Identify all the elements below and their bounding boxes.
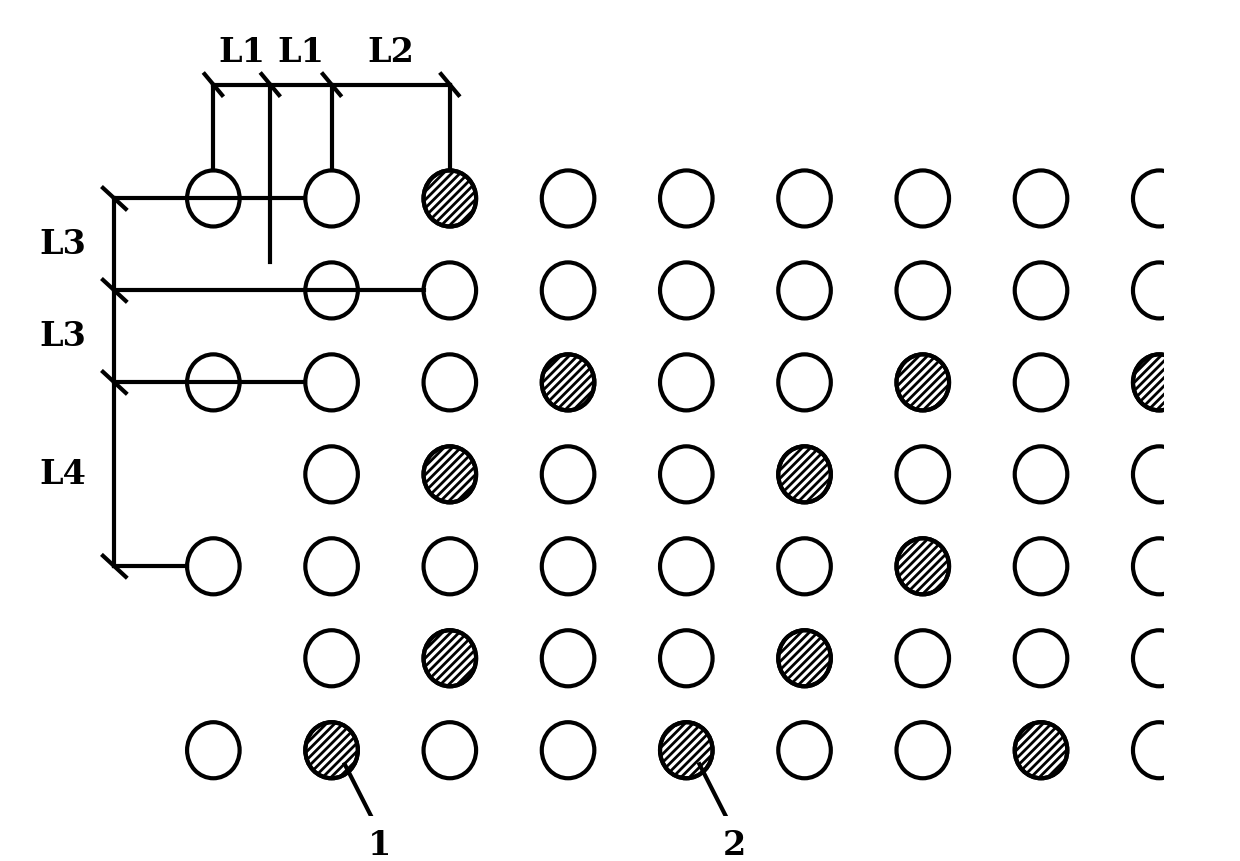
Ellipse shape <box>1133 446 1185 502</box>
Ellipse shape <box>187 355 239 411</box>
Ellipse shape <box>779 170 831 226</box>
Ellipse shape <box>424 630 476 686</box>
Ellipse shape <box>542 722 594 778</box>
Ellipse shape <box>1014 355 1068 411</box>
Ellipse shape <box>1133 170 1185 226</box>
Ellipse shape <box>542 538 594 594</box>
Ellipse shape <box>305 170 358 226</box>
Ellipse shape <box>660 263 713 319</box>
Ellipse shape <box>897 630 949 686</box>
Ellipse shape <box>779 630 831 686</box>
Ellipse shape <box>1133 722 1185 778</box>
Ellipse shape <box>305 538 358 594</box>
Ellipse shape <box>779 355 831 411</box>
Ellipse shape <box>897 722 949 778</box>
Ellipse shape <box>542 263 594 319</box>
Text: L3: L3 <box>40 228 87 261</box>
Ellipse shape <box>779 263 831 319</box>
Ellipse shape <box>305 446 358 502</box>
Ellipse shape <box>542 355 594 411</box>
Text: L2: L2 <box>367 36 414 69</box>
Text: L1: L1 <box>278 36 325 69</box>
Text: L3: L3 <box>40 320 87 353</box>
Ellipse shape <box>897 538 949 594</box>
Ellipse shape <box>305 630 358 686</box>
Ellipse shape <box>779 446 831 502</box>
Ellipse shape <box>660 722 713 778</box>
Text: 2: 2 <box>723 829 746 861</box>
Ellipse shape <box>897 170 949 226</box>
Ellipse shape <box>1014 630 1068 686</box>
Ellipse shape <box>424 355 476 411</box>
Ellipse shape <box>424 263 476 319</box>
Ellipse shape <box>779 722 831 778</box>
Ellipse shape <box>542 446 594 502</box>
Ellipse shape <box>660 630 713 686</box>
Ellipse shape <box>305 263 358 319</box>
Text: 1: 1 <box>368 829 392 861</box>
Ellipse shape <box>542 630 594 686</box>
Ellipse shape <box>1133 263 1185 319</box>
Ellipse shape <box>779 538 831 594</box>
Ellipse shape <box>1014 446 1068 502</box>
Ellipse shape <box>660 355 713 411</box>
Ellipse shape <box>660 446 713 502</box>
Ellipse shape <box>660 538 713 594</box>
Ellipse shape <box>1133 355 1185 411</box>
Ellipse shape <box>660 170 713 226</box>
Ellipse shape <box>1014 722 1068 778</box>
Ellipse shape <box>424 722 476 778</box>
Ellipse shape <box>1133 630 1185 686</box>
Ellipse shape <box>424 446 476 502</box>
Ellipse shape <box>424 538 476 594</box>
Ellipse shape <box>187 722 239 778</box>
Text: L1: L1 <box>218 36 265 69</box>
Ellipse shape <box>1014 538 1068 594</box>
Ellipse shape <box>897 446 949 502</box>
Ellipse shape <box>305 722 358 778</box>
Ellipse shape <box>1014 263 1068 319</box>
Ellipse shape <box>1014 170 1068 226</box>
Ellipse shape <box>305 355 358 411</box>
Ellipse shape <box>187 538 239 594</box>
Text: L4: L4 <box>40 458 87 491</box>
Ellipse shape <box>542 170 594 226</box>
Ellipse shape <box>1133 538 1185 594</box>
Ellipse shape <box>424 170 476 226</box>
Ellipse shape <box>187 170 239 226</box>
Ellipse shape <box>897 355 949 411</box>
Ellipse shape <box>897 263 949 319</box>
